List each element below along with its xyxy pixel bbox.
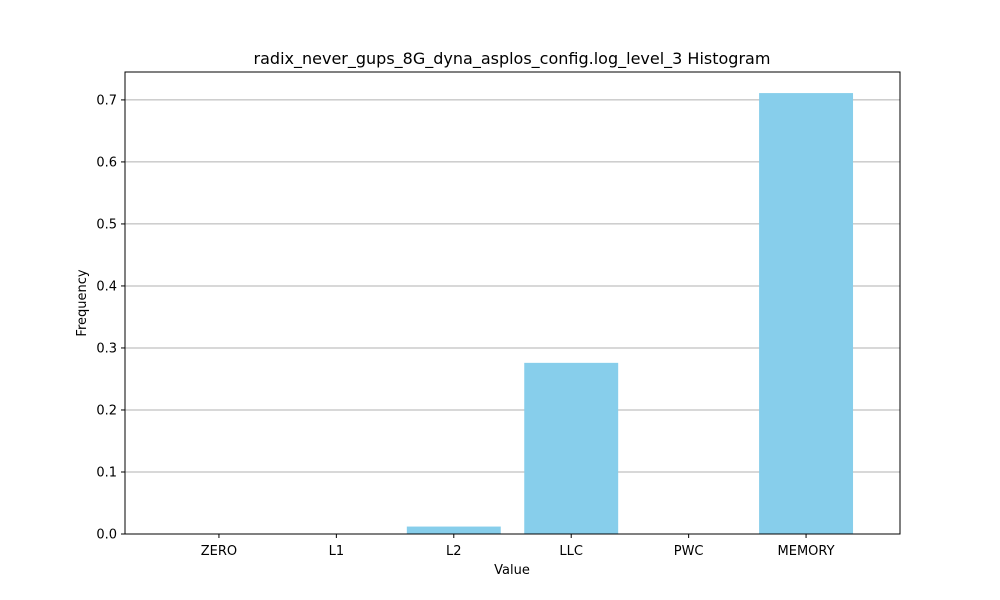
y-gridlines — [125, 99, 900, 535]
x-tick-label: LLC — [559, 544, 583, 559]
y-axis-ticks: 0.0 0.1 0.2 0.3 0.4 0.5 0.6 0.7 — [96, 93, 125, 543]
y-tick-label: 0.4 — [96, 279, 117, 294]
plot-frame — [124, 71, 901, 535]
y-tick-label: 0.6 — [96, 155, 117, 170]
bars — [406, 93, 854, 534]
x-axis-label: Value — [494, 563, 530, 578]
x-axis-ticks: ZERO L1 L2 LLC PWC MEMORY — [201, 534, 835, 559]
y-axis-label: Frequency — [75, 269, 90, 336]
y-tick-label: 0.0 — [96, 528, 117, 543]
bar-memory — [759, 93, 854, 534]
y-tick-label: 0.7 — [96, 93, 117, 108]
y-tick-label: 0.5 — [96, 217, 117, 232]
chart-title: radix_never_gups_8G_dyna_asplos_config.l… — [254, 49, 771, 69]
x-tick-label: L2 — [446, 544, 462, 559]
y-tick-label: 0.3 — [96, 341, 117, 356]
x-tick-label: PWC — [674, 544, 704, 559]
x-tick-label: MEMORY — [778, 544, 835, 559]
y-tick-label: 0.2 — [96, 403, 117, 418]
x-tick-label: L1 — [329, 544, 345, 559]
x-tick-label: ZERO — [201, 544, 237, 559]
y-tick-label: 0.1 — [96, 465, 117, 480]
bar-l2 — [406, 526, 501, 534]
bar-llc — [524, 362, 619, 534]
